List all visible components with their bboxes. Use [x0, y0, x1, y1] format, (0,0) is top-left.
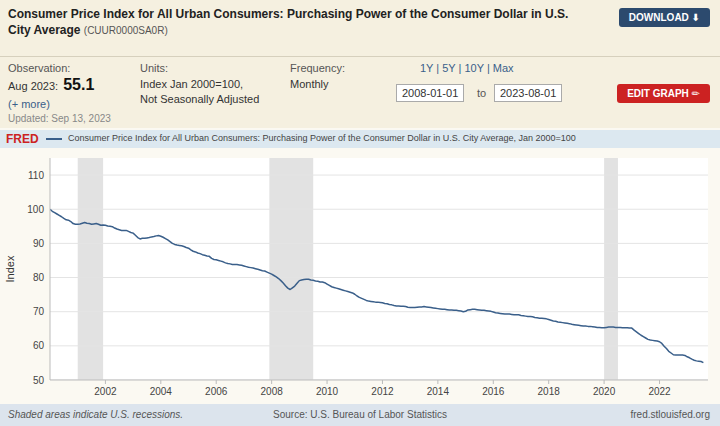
- range-links[interactable]: 1Y | 5Y | 10Y | Max: [420, 62, 514, 74]
- x-tick: [382, 380, 383, 384]
- date-to: to: [477, 87, 486, 99]
- y-tick-label: 100: [27, 204, 44, 215]
- x-tick: [105, 380, 106, 384]
- edit-graph-button[interactable]: EDIT GRAPH ✏: [617, 84, 710, 103]
- x-tick-label: 2004: [150, 386, 173, 397]
- observation-value: 55.1: [63, 76, 94, 93]
- x-tick-label: 2014: [427, 386, 450, 397]
- x-tick: [604, 380, 605, 384]
- x-tick: [327, 380, 328, 384]
- x-tick-label: 2016: [482, 386, 505, 397]
- chart: 50 60 70 80 90 100 110 2002 2004 2006 2008 2010 2012…: [0, 150, 720, 402]
- legend-entry: Consumer Price Index for All Urban Consu…: [68, 133, 576, 143]
- units-value: Index Jan 2000=100,: [140, 78, 243, 90]
- grid-line: [50, 243, 708, 244]
- x-tick: [659, 380, 660, 384]
- x-tick: [271, 380, 272, 384]
- x-tick: [548, 380, 549, 384]
- plot-area: [50, 158, 708, 380]
- download-button[interactable]: DOWNLOAD ⬇: [619, 8, 710, 27]
- x-tick-label: 2018: [538, 386, 561, 397]
- x-tick-label: 2022: [648, 386, 671, 397]
- legend: FRED Consumer Price Index for All Urban C…: [0, 130, 720, 148]
- grid-line: [50, 175, 708, 176]
- units-value: Not Seasonally Adjusted: [140, 93, 259, 105]
- x-tick: [437, 380, 438, 384]
- x-tick-label: 2008: [261, 386, 284, 397]
- x-tick-label: 2010: [316, 386, 339, 397]
- separator: [0, 56, 720, 57]
- grid-line: [50, 277, 708, 278]
- observation-date: Aug 2023:: [8, 80, 58, 92]
- x-tick-label: 2020: [593, 386, 616, 397]
- y-tick-label: 60: [33, 340, 45, 351]
- x-tick: [160, 380, 161, 384]
- units-label: Units:: [140, 62, 168, 74]
- grid-line: [50, 380, 708, 381]
- line: [50, 209, 703, 362]
- y-axis-label: Index: [4, 255, 16, 282]
- y-tick-label: 110: [28, 170, 44, 181]
- recession: [78, 158, 103, 380]
- frequency-label: Frequency:: [290, 62, 345, 74]
- grid-line: [50, 311, 708, 312]
- recession: [604, 158, 618, 380]
- x-tick-label: 2006: [205, 386, 228, 397]
- x-axis: [50, 380, 708, 381]
- observation-label: Observation:: [8, 62, 70, 74]
- legend-swatch: [46, 138, 62, 140]
- grid-line: [50, 345, 708, 346]
- updated: Updated: Sep 13, 2023: [8, 113, 111, 124]
- footer: Shaded areas indicate U.S. recessions. So…: [0, 404, 720, 426]
- frequency-value: Monthly: [290, 78, 329, 90]
- y-axis: [50, 158, 51, 380]
- recession: [269, 158, 313, 380]
- y-tick-label: 80: [33, 272, 45, 283]
- x-tick: [216, 380, 217, 384]
- observation: Aug 2023: 55.1: [8, 76, 94, 94]
- x-tick-label: 2002: [94, 386, 117, 397]
- brand: FRED: [6, 132, 39, 146]
- date-start[interactable]: 2008-01-01: [396, 84, 464, 102]
- date-end[interactable]: 2023-08-01: [494, 84, 562, 102]
- x-tick: [493, 380, 494, 384]
- source: Source: U.S. Bureau of Labor Statistics: [273, 409, 447, 420]
- title: Consumer Price Index for All Urban Consu…: [8, 6, 588, 39]
- footer-site[interactable]: fred.stlouisfed.org: [631, 409, 711, 420]
- y-tick-label: 50: [33, 375, 45, 386]
- y-tick-label: 90: [33, 238, 45, 249]
- more-link[interactable]: (+ more): [8, 98, 50, 110]
- y-tick-label: 70: [33, 306, 45, 317]
- header: Consumer Price Index for All Urban Consu…: [0, 0, 720, 128]
- series-id: (CUUR0000SA0R): [84, 25, 168, 36]
- grid-line: [50, 209, 708, 210]
- footer-note: Shaded areas indicate U.S. recessions.: [8, 409, 183, 420]
- plot: [50, 158, 708, 380]
- x-tick-label: 2012: [371, 386, 394, 397]
